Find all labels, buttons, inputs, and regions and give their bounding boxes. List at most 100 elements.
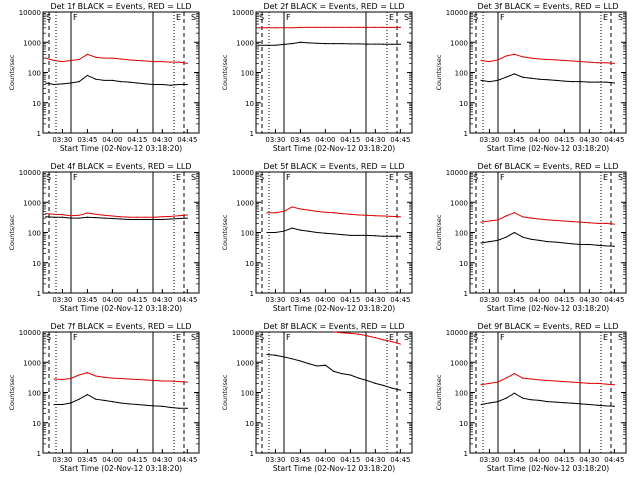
series-lld-point <box>145 379 147 381</box>
y-tick-label: 10 <box>459 100 468 108</box>
series-lld-point <box>86 372 89 374</box>
series-events-line <box>267 227 401 237</box>
series-lld-point <box>555 219 557 222</box>
series-lld-point <box>145 60 147 62</box>
series-events-point <box>153 218 155 221</box>
series-lld-point <box>283 210 285 212</box>
x-tick-label: 04:45 <box>177 456 197 464</box>
series-lld-point <box>299 208 302 210</box>
y-tick-label: 1 <box>464 290 468 298</box>
y-tick-label: 10 <box>459 260 468 268</box>
series-events-point <box>358 234 360 237</box>
y-axis-label: Counts/sec <box>8 54 16 90</box>
series-lld-point <box>597 62 599 64</box>
series-events-point <box>128 81 130 83</box>
plot-frame <box>469 171 627 294</box>
y-tick-label: 1000 <box>450 39 468 47</box>
series-lld-point <box>588 222 590 224</box>
series-events-point <box>161 218 163 221</box>
flag-label: F <box>286 13 291 22</box>
series-lld-point <box>555 380 557 382</box>
flag-label: S <box>46 13 51 22</box>
y-tick-label: 1000 <box>23 359 41 367</box>
y-tick-label: 10 <box>32 260 41 268</box>
series-lld-point <box>53 59 55 62</box>
y-tick-label: 1 <box>37 290 41 298</box>
series-events-point <box>53 83 55 86</box>
y-tick-label: 10 <box>32 100 41 108</box>
series-lld-point <box>136 216 138 218</box>
series-events-point <box>572 81 574 83</box>
series-events-point <box>597 404 599 406</box>
x-tick-label: 03:45 <box>504 296 524 304</box>
y-tick-label: 1000 <box>450 199 468 207</box>
series-events-point <box>366 379 368 382</box>
detector-panel-1: Det 1f BLACK = Events, RED = LLD 1 10 100 10… <box>8 2 200 153</box>
series-events-point <box>274 354 277 356</box>
x-tick-label: 04:45 <box>177 136 197 144</box>
series-lld-point <box>497 219 499 221</box>
plot-frame <box>42 331 200 454</box>
series-lld-point <box>358 333 360 335</box>
series-events-point <box>333 233 335 235</box>
series-lld-point <box>374 337 376 339</box>
x-tick-label: 04:15 <box>340 296 360 304</box>
y-tick-label: 100 <box>241 230 254 238</box>
series-lld-point <box>136 59 138 62</box>
series-lld-point <box>78 374 80 376</box>
flag-label: S <box>473 333 478 342</box>
detector-panel-4: Det 4f BLACK = Events, RED = LLD 1 10 100 10… <box>8 162 200 313</box>
series-lld-point <box>547 58 549 61</box>
series-lld-point <box>61 378 64 381</box>
series-lld-point <box>324 211 326 213</box>
series-lld-point <box>333 26 335 28</box>
series-events-point <box>580 243 582 246</box>
series-lld-point <box>366 26 368 28</box>
series-events-point <box>366 43 368 45</box>
series-lld-point <box>178 380 180 383</box>
x-axis-label: Start Time (02-Nov-12 03:18:20) <box>487 304 609 313</box>
series-lld-point <box>555 59 557 61</box>
series-events-line <box>54 394 188 409</box>
series-events-point <box>78 398 80 400</box>
x-tick-label: 04:30 <box>365 136 385 144</box>
flag-label: S <box>46 333 51 342</box>
series-events-point <box>291 227 293 229</box>
series-events-point <box>111 217 113 220</box>
detector-panel-7: Det 7f BLACK = Events, RED = LLD 1 10 100 10… <box>8 322 200 473</box>
series-lld-point <box>128 216 130 218</box>
series-lld-point <box>505 55 507 57</box>
series-events-point <box>605 405 607 407</box>
x-tick-label: 03:30 <box>52 296 72 304</box>
series-events-point <box>178 83 180 86</box>
flag-label: S <box>259 333 264 342</box>
x-tick-label: 04:45 <box>604 136 624 144</box>
series-events-point <box>358 43 360 45</box>
series-events-point <box>95 217 97 219</box>
flag-label: E <box>389 333 394 342</box>
y-tick-label: 1000 <box>23 199 41 207</box>
x-tick-label: 04:30 <box>579 296 599 304</box>
y-tick-label: 10000 <box>232 329 254 337</box>
series-lld-point <box>308 209 310 211</box>
panel-title: Det 5f BLACK = Events, RED = LLD <box>263 162 404 171</box>
series-events-point <box>95 398 97 400</box>
series-lld-point <box>513 53 516 55</box>
detector-panel-5: Det 5f BLACK = Events, RED = LLD 1 10 100 10… <box>221 162 413 313</box>
x-tick-label: 04:00 <box>102 456 122 464</box>
series-lld-point <box>488 382 491 384</box>
x-tick-label: 04:45 <box>604 296 624 304</box>
series-events-point <box>399 43 401 45</box>
series-events-point <box>86 394 89 396</box>
series-lld-point <box>161 60 163 63</box>
series-lld-point <box>70 215 72 217</box>
x-tick-label: 03:45 <box>290 456 310 464</box>
x-tick-label: 03:45 <box>77 296 97 304</box>
series-lld-line <box>45 212 188 218</box>
series-lld-point <box>613 62 615 64</box>
series-events-point <box>555 401 557 403</box>
series-events-point <box>178 407 180 409</box>
series-events-point <box>522 236 524 238</box>
series-events-point <box>383 384 385 387</box>
x-tick-label: 04:45 <box>390 296 410 304</box>
